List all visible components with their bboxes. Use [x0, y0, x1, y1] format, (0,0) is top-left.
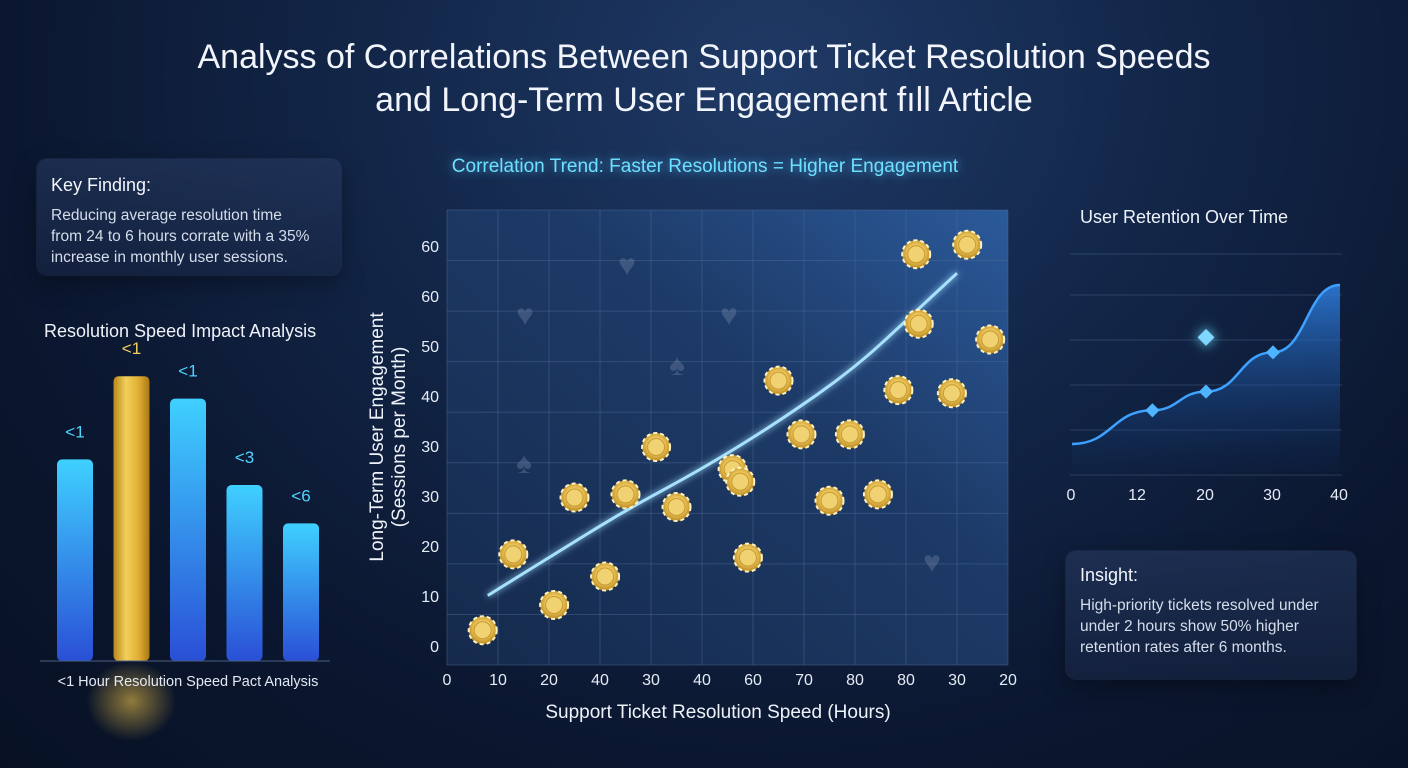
retention-marker [1198, 384, 1214, 399]
scatter-point [834, 419, 865, 450]
scatter-point [732, 542, 763, 573]
key-finding-heading: Key Finding: [51, 175, 152, 195]
x-tick-label: 12 [1128, 487, 1146, 504]
bar-chart: <1 <1 <1 <3 <6 <1 Hour Resolution Speed Pact… [40, 340, 330, 740]
scatter-point [862, 479, 893, 510]
y-tick-label: 50 [421, 339, 439, 356]
retention-chart-title: User Retention Over Time [1080, 207, 1289, 227]
insight-line: under 2 hours show 50% higher [1080, 618, 1299, 635]
scatter-point [901, 239, 932, 270]
key-finding-card: Key Finding: Reducing average resolution… [37, 159, 341, 275]
x-tick-label: 20 [1196, 487, 1214, 504]
scatter-point [883, 375, 914, 406]
retention-chart: 0 12 20 30 40 [1067, 253, 1348, 504]
insight-heading: Insight: [1080, 565, 1139, 585]
bar-x-axis-label: <1 Hour Resolution Speed Pact Analysis [58, 674, 319, 690]
spade-icon: ♠ [669, 349, 685, 382]
y-tick-label: 60 [421, 289, 439, 306]
x-tick-label: 70 [795, 672, 813, 689]
bar [57, 459, 93, 661]
bar [226, 485, 263, 661]
insight-line: retention rates after 6 months. [1080, 639, 1287, 656]
scatter-point [903, 308, 934, 339]
x-tick-label: 30 [948, 672, 966, 689]
scatter-point [467, 615, 498, 646]
insight-card: Insight: High-priority tickets resolved … [1066, 551, 1356, 679]
scatter-chart-title: Correlation Trend: Faster Resolutions = … [451, 156, 959, 177]
heart-icon: ♥ [923, 546, 941, 579]
y-tick-label: 30 [421, 439, 439, 456]
scatter-plot-area [447, 210, 1008, 665]
x-tick-label: 80 [897, 672, 915, 689]
x-tick-label: 20 [999, 672, 1017, 689]
retention-marker [1265, 345, 1281, 360]
page-title-line-2: and Long-Term User Engagement fıll Artic… [375, 81, 1033, 119]
x-tick-label: 0 [443, 672, 452, 689]
x-tick-label: 30 [1263, 487, 1281, 504]
bar [170, 398, 206, 661]
bar-label: <1 [178, 362, 197, 381]
scatter-point [763, 365, 794, 396]
y-tick-label: 60 [421, 239, 439, 256]
y-tick-label: 30 [421, 489, 439, 506]
spade-icon: ♠ [516, 447, 532, 480]
y-tick-label: 10 [421, 589, 439, 606]
retention-highlight-marker [1197, 328, 1215, 346]
scatter-point [936, 378, 967, 409]
scatter-point [539, 589, 570, 620]
x-tick-label: 60 [744, 672, 762, 689]
x-tick-label: 20 [540, 672, 558, 689]
x-tick-label: 10 [489, 672, 507, 689]
scatter-point [590, 561, 621, 592]
page-title: Analyss of Correlations Between Support … [0, 36, 1408, 122]
scatter-point [498, 539, 529, 570]
bar-label: <6 [291, 486, 310, 505]
key-finding-line: increase in monthly user sessions. [51, 249, 288, 266]
scatter-point [952, 229, 983, 260]
y-tick-label: 40 [421, 389, 439, 406]
bar-label: <1 [65, 422, 84, 441]
scatter-point [725, 466, 756, 497]
scatter-point [814, 485, 845, 516]
x-tick-label: 30 [642, 672, 660, 689]
key-finding-line: from 24 to 6 hours corrate with a 35% [51, 228, 310, 245]
scatter-point [641, 431, 672, 462]
bar-highlighted [113, 376, 150, 661]
scatter-point [661, 492, 692, 523]
bar-chart-title: Resolution Speed Impact Analysis [44, 321, 317, 341]
scatter-y-axis-label: Long-Term User Engagement(Sessions per M… [367, 312, 410, 562]
key-finding-line: Reducing average resolution time [51, 207, 282, 224]
heart-icon: ♥ [516, 299, 534, 332]
insight-text: High-priority tickets resolved under und… [1080, 595, 1342, 658]
y-tick-label: 20 [421, 539, 439, 556]
scatter-point [610, 479, 641, 510]
y-tick-label: 0 [430, 639, 439, 656]
x-tick-label: 40 [693, 672, 711, 689]
bar-label: <3 [235, 448, 254, 467]
bar-label: <1 [122, 340, 141, 358]
retention-area [1072, 285, 1340, 472]
scatter-point [975, 324, 1006, 355]
x-tick-label: 40 [591, 672, 609, 689]
scatter-point [559, 482, 590, 513]
scatter-point [786, 419, 817, 450]
key-finding-text: Reducing average resolution time from 24… [51, 205, 327, 268]
scatter-chart: ♥ ♥ ♥ ♠ ♠ ♥ 0 10 20 40 30 40 60 70 80 80 30 20 0 10 20 30 30 4… [367, 209, 1017, 723]
bar [283, 523, 319, 661]
x-tick-label: 0 [1067, 487, 1076, 504]
x-tick-label: 80 [846, 672, 864, 689]
x-tick-label: 40 [1330, 487, 1348, 504]
page-title-line-1: Analyss of Correlations Between Support … [197, 38, 1211, 76]
bar-highlight-glow [86, 661, 177, 740]
heart-icon: ♥ [618, 249, 636, 282]
insight-line: High-priority tickets resolved under [1080, 597, 1319, 614]
heart-icon: ♥ [720, 299, 738, 332]
scatter-x-axis-label: Support Ticket Resolution Speed (Hours) [545, 702, 890, 723]
